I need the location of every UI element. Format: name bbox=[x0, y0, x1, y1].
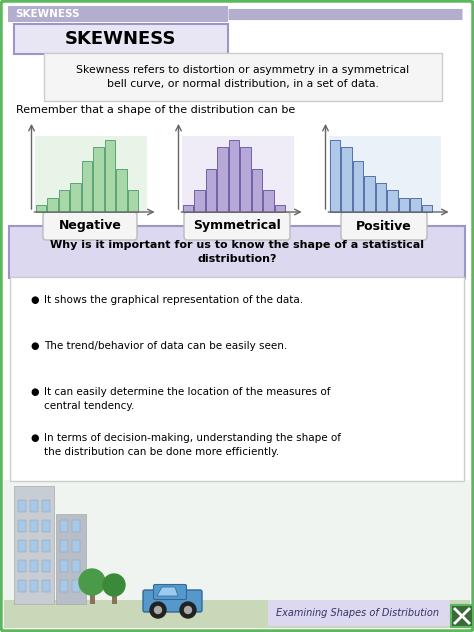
Bar bbox=[387, 190, 398, 212]
Polygon shape bbox=[157, 587, 178, 596]
Bar bbox=[35, 135, 147, 212]
FancyBboxPatch shape bbox=[44, 53, 442, 101]
Bar bbox=[252, 169, 262, 212]
Bar bbox=[60, 560, 68, 572]
Bar bbox=[30, 520, 38, 532]
Circle shape bbox=[103, 574, 125, 596]
Bar bbox=[90, 589, 95, 604]
Text: It can easily determine the location of the measures of
central tendency.: It can easily determine the location of … bbox=[44, 387, 330, 411]
Text: ●: ● bbox=[30, 433, 38, 443]
Bar bbox=[183, 205, 193, 212]
FancyBboxPatch shape bbox=[143, 590, 202, 612]
Text: It shows the graphical representation of the data.: It shows the graphical representation of… bbox=[44, 295, 303, 305]
Text: ●: ● bbox=[30, 295, 38, 305]
Text: SKEWNESS: SKEWNESS bbox=[65, 30, 177, 48]
Bar bbox=[36, 205, 46, 212]
Bar bbox=[93, 147, 104, 212]
Bar bbox=[353, 161, 363, 212]
Text: ●: ● bbox=[30, 387, 38, 397]
Bar bbox=[30, 560, 38, 572]
Bar bbox=[42, 520, 50, 532]
Bar bbox=[330, 140, 340, 212]
Bar bbox=[275, 205, 285, 212]
Bar bbox=[60, 580, 68, 592]
Bar bbox=[410, 198, 420, 212]
Bar bbox=[365, 176, 374, 212]
Bar bbox=[218, 147, 228, 212]
Bar bbox=[14, 486, 54, 604]
Bar bbox=[4, 600, 470, 628]
Bar bbox=[206, 169, 216, 212]
Bar bbox=[18, 520, 26, 532]
Text: Skewness refers to distortion or asymmetry in a symmetrical
bell curve, or norma: Skewness refers to distortion or asymmet… bbox=[76, 64, 410, 89]
Text: Positive: Positive bbox=[356, 219, 412, 233]
Bar bbox=[422, 205, 432, 212]
FancyBboxPatch shape bbox=[9, 226, 465, 278]
Bar bbox=[18, 500, 26, 512]
Circle shape bbox=[184, 607, 191, 614]
Circle shape bbox=[180, 602, 196, 618]
FancyBboxPatch shape bbox=[14, 24, 228, 54]
Bar bbox=[376, 183, 386, 212]
Bar bbox=[82, 161, 92, 212]
Bar bbox=[112, 592, 117, 604]
Bar bbox=[264, 190, 273, 212]
Bar bbox=[399, 198, 409, 212]
Text: Examining Shapes of Distribution: Examining Shapes of Distribution bbox=[276, 608, 439, 618]
Bar bbox=[47, 198, 57, 212]
Circle shape bbox=[150, 602, 166, 618]
Bar bbox=[229, 140, 239, 212]
Bar bbox=[329, 135, 441, 212]
Bar bbox=[4, 480, 470, 628]
Bar bbox=[194, 190, 205, 212]
Bar bbox=[30, 540, 38, 552]
Bar bbox=[72, 540, 80, 552]
Bar bbox=[30, 500, 38, 512]
Text: Remember that a shape of the distribution can be: Remember that a shape of the distributio… bbox=[16, 105, 295, 115]
Bar bbox=[8, 6, 228, 22]
FancyBboxPatch shape bbox=[184, 212, 290, 240]
FancyBboxPatch shape bbox=[341, 212, 427, 240]
Bar bbox=[18, 560, 26, 572]
Bar bbox=[72, 520, 80, 532]
Bar bbox=[42, 580, 50, 592]
Circle shape bbox=[155, 607, 162, 614]
Bar bbox=[42, 500, 50, 512]
Bar bbox=[105, 140, 115, 212]
Bar bbox=[42, 560, 50, 572]
Text: In terms of decision-making, understanding the shape of
the distribution can be : In terms of decision-making, understandi… bbox=[44, 433, 341, 456]
Bar bbox=[30, 580, 38, 592]
Bar bbox=[240, 147, 251, 212]
FancyBboxPatch shape bbox=[43, 212, 137, 240]
Bar bbox=[18, 540, 26, 552]
Circle shape bbox=[79, 569, 105, 595]
Bar bbox=[117, 169, 127, 212]
Bar bbox=[72, 560, 80, 572]
Text: Negative: Negative bbox=[59, 219, 121, 233]
Text: SKEWNESS: SKEWNESS bbox=[15, 9, 80, 19]
Bar bbox=[60, 540, 68, 552]
FancyBboxPatch shape bbox=[154, 585, 186, 600]
FancyBboxPatch shape bbox=[451, 605, 473, 627]
Text: Why is it important for us to know the shape of a statistical
distribution?: Why is it important for us to know the s… bbox=[50, 240, 424, 264]
Bar bbox=[18, 580, 26, 592]
Bar bbox=[182, 135, 294, 212]
Bar bbox=[59, 190, 69, 212]
FancyBboxPatch shape bbox=[10, 277, 464, 481]
Bar bbox=[128, 190, 138, 212]
Text: The trend/behavior of data can be easily seen.: The trend/behavior of data can be easily… bbox=[44, 341, 287, 351]
Bar bbox=[42, 540, 50, 552]
Bar bbox=[56, 514, 86, 604]
Bar bbox=[71, 183, 81, 212]
Bar bbox=[60, 520, 68, 532]
Bar bbox=[72, 580, 80, 592]
Bar bbox=[341, 147, 352, 212]
Text: Symmetrical: Symmetrical bbox=[193, 219, 281, 233]
FancyBboxPatch shape bbox=[268, 600, 450, 626]
Text: ●: ● bbox=[30, 341, 38, 351]
